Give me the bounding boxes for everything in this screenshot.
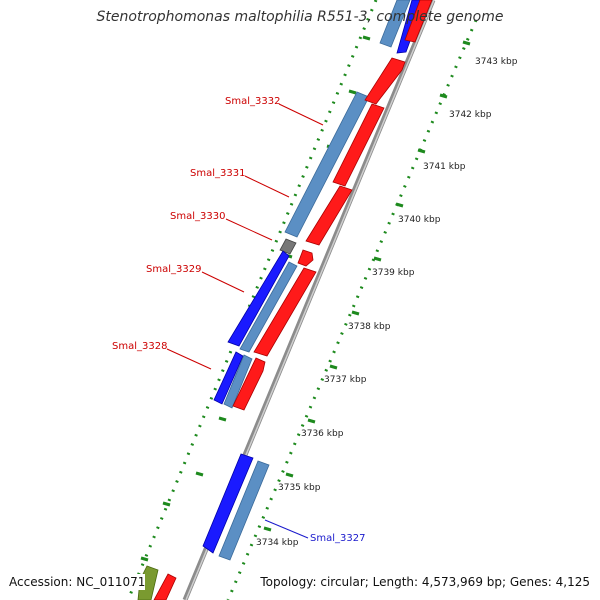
scale-label: 3738 kbp <box>348 322 391 332</box>
gene-feature-smal-3328-other <box>223 354 253 409</box>
scale-label: 3742 kbp <box>449 110 492 120</box>
scale-label: 3741 kbp <box>423 162 466 172</box>
scale-label: 3736 kbp <box>301 429 344 439</box>
gene-feature-smal-3329-other <box>239 261 298 353</box>
scale-label: 3735 kbp <box>278 483 321 493</box>
gene-label-leaders <box>166 103 324 539</box>
gene-label-smal-3327: Smal_3327 <box>310 533 365 544</box>
gene-feature-top-forward <box>404 0 433 43</box>
gene-label-smal-3328: Smal_3328 <box>112 341 167 352</box>
scale-labels: 3743 kbp 3742 kbp 3741 kbp 3740 kbp 3739… <box>256 57 518 548</box>
map-title: Stenotrophomonas maltophilia R551-3, com… <box>96 9 504 25</box>
gene-labels: Smal_3332 Smal_3331 Smal_3330 Smal_3329 … <box>112 96 365 544</box>
gene-features <box>137 0 433 600</box>
scale-label: 3737 kbp <box>324 375 367 385</box>
gene-feature-forward-bottom <box>153 573 177 600</box>
gene-feature-forward-2 <box>332 103 385 187</box>
gene-feature-smal-3330 <box>279 238 297 255</box>
gene-feature-smal-3332 <box>284 91 370 238</box>
gene-feature-forward-5 <box>232 357 266 411</box>
accession-label: Accession: NC_011071 <box>9 574 146 590</box>
gene-feature-smal-3327-other <box>218 460 270 561</box>
gene-feature-smal-3328 <box>213 351 244 405</box>
gene-feature-smal-3329 <box>227 250 290 347</box>
gene-label-smal-3329: Smal_3329 <box>146 264 201 275</box>
gene-feature-forward-4 <box>253 267 317 357</box>
gene-label-smal-3330: Smal_3330 <box>170 211 225 222</box>
scale-label: 3739 kbp <box>372 268 415 278</box>
scale-label: 3734 kbp <box>256 538 299 548</box>
scale-label: 3740 kbp <box>398 215 441 225</box>
gene-feature-forward-1 <box>364 57 406 105</box>
gene-label-smal-3332: Smal_3332 <box>225 96 280 107</box>
gene-feature-smal-3327 <box>202 453 254 554</box>
gene-label-smal-3331: Smal_3331 <box>190 168 245 179</box>
inner-major-ticks <box>263 40 471 532</box>
scale-label: 3743 kbp <box>475 57 518 67</box>
gene-feature-forward-small <box>297 249 314 267</box>
genome-summary: Topology: circular; Length: 4,573,969 bp… <box>260 574 590 590</box>
gene-feature-forward-3 <box>305 185 353 246</box>
outer-tick-ring <box>126 0 378 600</box>
gene-feature-top-other <box>379 0 411 48</box>
